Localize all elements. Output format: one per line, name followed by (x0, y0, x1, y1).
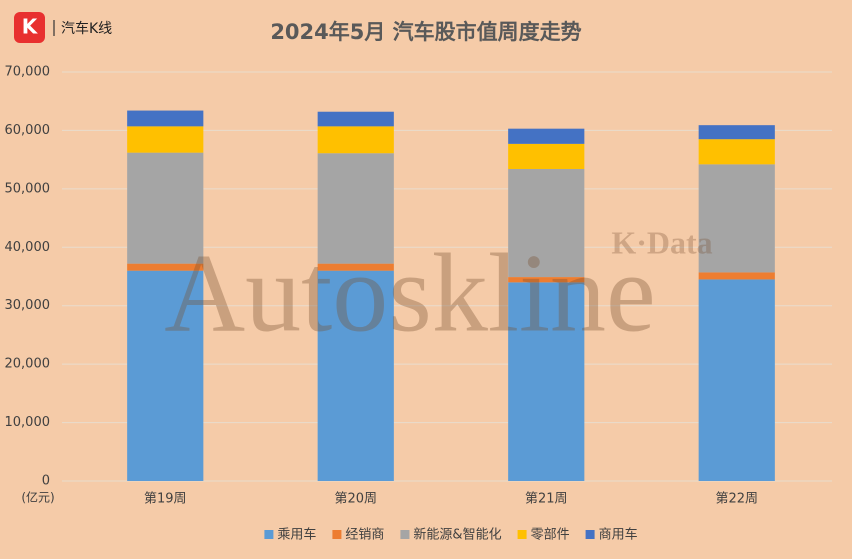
legend-label: 乘用车 (277, 527, 316, 543)
bar-segment (317, 153, 394, 264)
bar-segment (127, 152, 204, 264)
bar-segment (698, 279, 775, 481)
y-tick-label: 30,000 (5, 298, 51, 313)
logo-icon-bg (14, 12, 45, 43)
bar-segment (508, 128, 585, 144)
bar-segment (127, 126, 204, 153)
y-tick-label: 40,000 (5, 240, 51, 255)
legend-label: 新能源&智能化 (413, 527, 501, 543)
legend-label: 商用车 (599, 527, 638, 543)
chart-title: 2024年5月 汽车股市值周度走势 (270, 20, 581, 44)
legend-label: 经销商 (345, 528, 384, 543)
bar-segment (698, 164, 775, 273)
legend-swatch (400, 530, 410, 539)
y-tick-label: 20,000 (5, 357, 51, 372)
logo-icon: K (22, 15, 39, 39)
bar-segment (127, 263, 204, 271)
x-tick-label: 第20周 (334, 492, 377, 507)
bar-segment (317, 126, 394, 154)
y-tick-label: 50,000 (5, 181, 51, 196)
x-tick-label: 第22周 (715, 492, 758, 507)
legend-swatch (264, 530, 274, 539)
bar-segment (127, 270, 204, 481)
legend: 乘用车 经销商 新能源&智能化 零部件 商用车 (264, 527, 638, 543)
bar-segment (127, 110, 204, 127)
y-tick-label: 70,000 (5, 65, 51, 80)
bar-segment (317, 263, 394, 271)
bar-segment (317, 270, 394, 481)
x-tick-label: 第19周 (144, 492, 187, 507)
watermark-sub: K·Data (611, 224, 712, 260)
watermark: Autoskline (164, 232, 656, 356)
y-tick-label: 10,000 (5, 415, 51, 430)
legend-swatch (332, 530, 342, 539)
legend-swatch (517, 530, 527, 539)
y-tick-label: 0 (42, 474, 50, 489)
bar-segment (317, 111, 394, 127)
bar-segment (508, 143, 585, 169)
bar-segment (508, 277, 585, 283)
bar-segment (698, 272, 775, 280)
legend-swatch (585, 530, 595, 539)
y-unit: (亿元) (21, 490, 54, 505)
bar-segment (508, 282, 585, 481)
x-tick-label: 第21周 (525, 492, 568, 507)
bar-segment (698, 125, 775, 140)
bar-segment (508, 168, 585, 278)
bar-segment (698, 139, 775, 165)
y-tick-label: 60,000 (5, 123, 51, 138)
logo-text: 汽车K线 (61, 20, 112, 37)
legend-label: 零部件 (531, 528, 570, 543)
